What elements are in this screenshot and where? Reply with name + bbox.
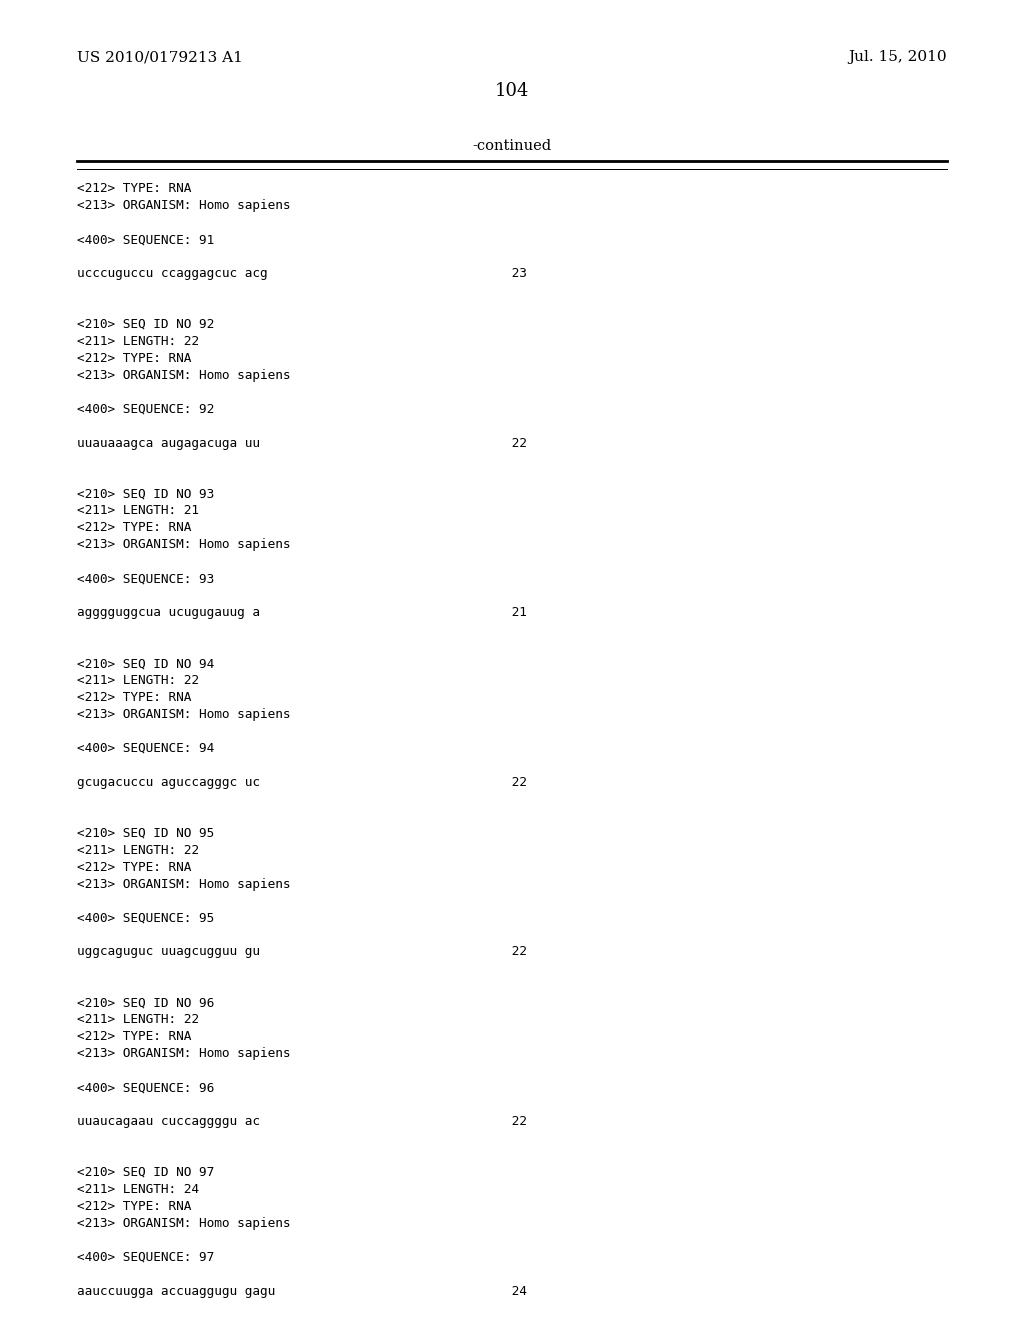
Text: <210> SEQ ID NO 93: <210> SEQ ID NO 93 xyxy=(77,487,214,500)
Text: US 2010/0179213 A1: US 2010/0179213 A1 xyxy=(77,50,243,65)
Text: <212> TYPE: RNA: <212> TYPE: RNA xyxy=(77,692,191,704)
Text: <213> ORGANISM: Homo sapiens: <213> ORGANISM: Homo sapiens xyxy=(77,878,290,891)
Text: <211> LENGTH: 22: <211> LENGTH: 22 xyxy=(77,335,199,347)
Text: <212> TYPE: RNA: <212> TYPE: RNA xyxy=(77,1200,191,1213)
Text: ucccuguccu ccaggagcuc acg                                23: ucccuguccu ccaggagcuc acg 23 xyxy=(77,267,526,280)
Text: agggguggcua ucugugauug a                                 21: agggguggcua ucugugauug a 21 xyxy=(77,606,526,619)
Text: <212> TYPE: RNA: <212> TYPE: RNA xyxy=(77,1031,191,1043)
Text: <400> SEQUENCE: 94: <400> SEQUENCE: 94 xyxy=(77,742,214,755)
Text: <213> ORGANISM: Homo sapiens: <213> ORGANISM: Homo sapiens xyxy=(77,539,290,552)
Text: <212> TYPE: RNA: <212> TYPE: RNA xyxy=(77,351,191,364)
Text: -continued: -continued xyxy=(472,139,552,153)
Text: <213> ORGANISM: Homo sapiens: <213> ORGANISM: Homo sapiens xyxy=(77,199,290,213)
Text: <213> ORGANISM: Homo sapiens: <213> ORGANISM: Homo sapiens xyxy=(77,1047,290,1060)
Text: <210> SEQ ID NO 96: <210> SEQ ID NO 96 xyxy=(77,997,214,1010)
Text: gcugacuccu aguccagggc uc                                 22: gcugacuccu aguccagggc uc 22 xyxy=(77,776,526,789)
Text: <210> SEQ ID NO 94: <210> SEQ ID NO 94 xyxy=(77,657,214,671)
Text: uggcaguguc uuagcugguu gu                                 22: uggcaguguc uuagcugguu gu 22 xyxy=(77,945,526,958)
Text: <210> SEQ ID NO 92: <210> SEQ ID NO 92 xyxy=(77,318,214,331)
Text: <400> SEQUENCE: 91: <400> SEQUENCE: 91 xyxy=(77,234,214,246)
Text: <210> SEQ ID NO 97: <210> SEQ ID NO 97 xyxy=(77,1166,214,1179)
Text: <211> LENGTH: 21: <211> LENGTH: 21 xyxy=(77,504,199,517)
Text: <213> ORGANISM: Homo sapiens: <213> ORGANISM: Homo sapiens xyxy=(77,368,290,381)
Text: <400> SEQUENCE: 93: <400> SEQUENCE: 93 xyxy=(77,573,214,585)
Text: <211> LENGTH: 22: <211> LENGTH: 22 xyxy=(77,675,199,686)
Text: <400> SEQUENCE: 92: <400> SEQUENCE: 92 xyxy=(77,403,214,416)
Text: 104: 104 xyxy=(495,82,529,100)
Text: <212> TYPE: RNA: <212> TYPE: RNA xyxy=(77,521,191,535)
Text: <211> LENGTH: 22: <211> LENGTH: 22 xyxy=(77,1014,199,1026)
Text: <212> TYPE: RNA: <212> TYPE: RNA xyxy=(77,861,191,874)
Text: <211> LENGTH: 24: <211> LENGTH: 24 xyxy=(77,1183,199,1196)
Text: uuauaaagca augagacuga uu                                 22: uuauaaagca augagacuga uu 22 xyxy=(77,437,526,450)
Text: <212> TYPE: RNA: <212> TYPE: RNA xyxy=(77,182,191,195)
Text: <211> LENGTH: 22: <211> LENGTH: 22 xyxy=(77,843,199,857)
Text: <400> SEQUENCE: 96: <400> SEQUENCE: 96 xyxy=(77,1081,214,1094)
Text: <213> ORGANISM: Homo sapiens: <213> ORGANISM: Homo sapiens xyxy=(77,1217,290,1230)
Text: <400> SEQUENCE: 95: <400> SEQUENCE: 95 xyxy=(77,912,214,924)
Text: aauccuugga accuaggugu gagu                               24: aauccuugga accuaggugu gagu 24 xyxy=(77,1284,526,1298)
Text: uuaucagaau cuccaggggu ac                                 22: uuaucagaau cuccaggggu ac 22 xyxy=(77,1115,526,1129)
Text: <400> SEQUENCE: 97: <400> SEQUENCE: 97 xyxy=(77,1251,214,1263)
Text: <210> SEQ ID NO 95: <210> SEQ ID NO 95 xyxy=(77,826,214,840)
Text: <213> ORGANISM: Homo sapiens: <213> ORGANISM: Homo sapiens xyxy=(77,708,290,721)
Text: Jul. 15, 2010: Jul. 15, 2010 xyxy=(849,50,947,65)
